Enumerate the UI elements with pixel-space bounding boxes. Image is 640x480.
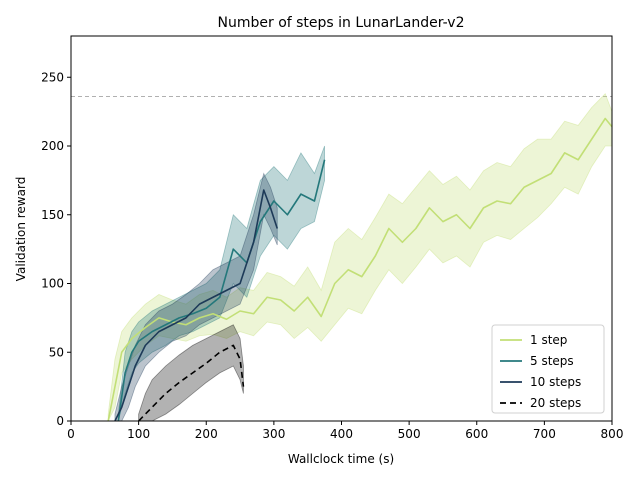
y-tick-label-50: 50: [49, 345, 64, 359]
y-tick-label-150: 150: [41, 208, 64, 222]
y-axis-label: Validation reward: [14, 177, 28, 282]
x-tick-label-800: 800: [601, 427, 624, 441]
band-10-steps: [114, 172, 278, 421]
y-tick-label-250: 250: [41, 70, 64, 84]
legend-label-1-step: 1 step: [530, 333, 567, 347]
x-tick-label-300: 300: [262, 427, 285, 441]
x-tick-label-600: 600: [465, 427, 488, 441]
series-lines: [107, 117, 612, 421]
x-tick-label-100: 100: [127, 427, 150, 441]
legend-label-20-steps: 20 steps: [530, 396, 581, 410]
line-1-step: [107, 117, 612, 421]
x-axis-label: Wallclock time (s): [288, 452, 394, 466]
y-tick-label-100: 100: [41, 277, 64, 291]
legend-label-10-steps: 10 steps: [530, 375, 581, 389]
line-5-steps: [117, 159, 326, 421]
legend-label-5-steps: 5 steps: [530, 354, 574, 368]
legend-box: [491, 324, 605, 414]
x-tick-label-700: 700: [533, 427, 556, 441]
band-20-steps: [138, 324, 244, 421]
x-tick-label-400: 400: [330, 427, 353, 441]
x-axis: 0 100 200 300 400 500 600 700 800: [67, 421, 623, 441]
legend: 1 step 5 steps 10 steps 20 steps: [491, 324, 605, 414]
y-tick-label-0: 0: [56, 414, 64, 428]
x-tick-label-500: 500: [398, 427, 421, 441]
x-tick-label-0: 0: [67, 427, 75, 441]
line-10-steps: [114, 189, 279, 421]
y-tick-label-200: 200: [41, 139, 64, 153]
y-axis: 0 50 100 150 200 250: [41, 70, 71, 428]
x-tick-label-200: 200: [195, 427, 218, 441]
band-1-step: [107, 93, 612, 421]
chart-title: Number of steps in LunarLander-v2: [218, 15, 465, 31]
line-20-steps: [138, 344, 245, 421]
